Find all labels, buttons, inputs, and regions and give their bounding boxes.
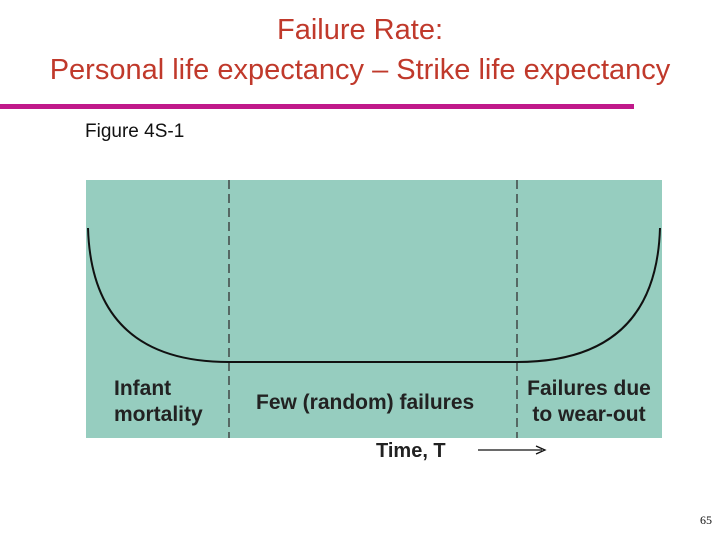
bathtub-curve-diagram: Infant mortality Few (random) failures F… (86, 180, 662, 438)
figure-label: Figure 4S-1 (85, 121, 185, 142)
diagram-canvas (87, 180, 661, 438)
title-divider (0, 104, 634, 109)
page-number: 65 (700, 513, 712, 527)
x-axis-label: Time, T (376, 440, 446, 462)
failure-rate-curve (87, 227, 661, 363)
slide-title: Failure Rate: (276, 14, 443, 46)
region-label-random-failures: Few (random) failures (256, 391, 475, 414)
slide-subtitle: Personal life expectancy – Strike life e… (49, 54, 671, 86)
region-label-infant-mortality: Infant mortality (114, 377, 203, 426)
time-arrow-icon (478, 445, 547, 455)
region-label-wear-out: Failures due to wear-out (527, 377, 651, 426)
